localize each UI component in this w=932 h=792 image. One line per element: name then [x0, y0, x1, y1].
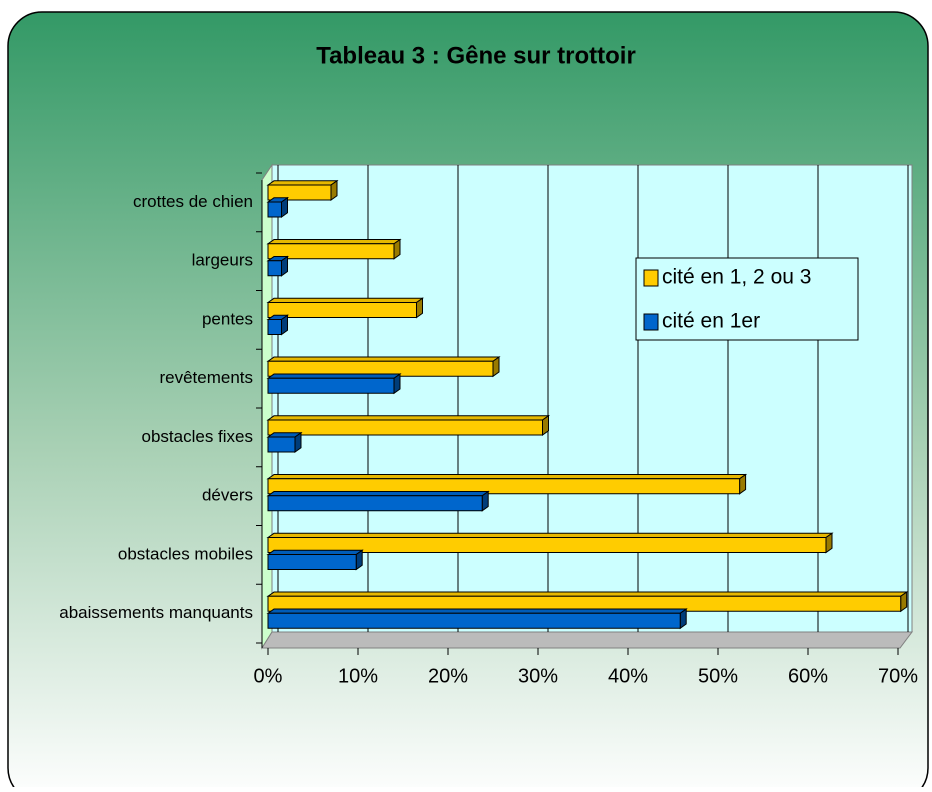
bar-top	[266, 532, 834, 538]
bar	[267, 201, 282, 218]
y-tick-label: crottes de chien	[133, 192, 253, 211]
x-tick-label: 10%	[338, 665, 378, 687]
bar-top	[266, 608, 688, 614]
legend-label: cité en 1, 2 ou 3	[662, 266, 811, 289]
bar-top	[266, 415, 551, 421]
bar	[267, 419, 543, 436]
bar-top	[266, 549, 364, 555]
chart-title: Tableau 3 : Gêne sur trottoir	[316, 42, 636, 69]
bar-top	[266, 297, 425, 303]
x-tick-label: 70%	[878, 665, 918, 687]
legend-label: cité en 1er	[662, 310, 760, 333]
y-tick-label: pentes	[202, 309, 253, 328]
legend	[635, 257, 859, 341]
y-tick-label: obstacles mobiles	[118, 544, 253, 563]
x-tick-label: 60%	[788, 665, 828, 687]
y-tick-label: abaissements manquants	[59, 603, 253, 622]
bar	[267, 478, 741, 495]
bar	[267, 319, 282, 335]
bar-top	[266, 356, 501, 362]
bar	[267, 260, 282, 277]
bar	[267, 436, 296, 453]
bar	[267, 243, 395, 260]
y-tick-label: largeurs	[192, 251, 253, 270]
x-tick-label: 40%	[608, 665, 648, 687]
bar-top	[266, 491, 490, 497]
bar	[267, 302, 417, 318]
side-wall	[261, 163, 273, 650]
bar	[267, 495, 483, 512]
bar	[267, 377, 395, 394]
bar-top	[266, 474, 748, 480]
floor	[261, 631, 913, 649]
y-tick-label: revêtements	[159, 368, 253, 387]
x-tick-label: 50%	[698, 665, 738, 687]
x-tick-label: 20%	[428, 665, 468, 687]
bar-top	[266, 591, 909, 597]
bar-top	[266, 373, 402, 379]
bar-top	[266, 239, 402, 245]
x-tick-label: 30%	[518, 665, 558, 687]
y-tick-label: dévers	[202, 486, 253, 505]
bar	[267, 537, 827, 553]
x-tick-label: 0%	[254, 665, 283, 687]
bar-top	[266, 180, 339, 186]
legend-swatch	[643, 313, 659, 331]
bar	[267, 184, 332, 201]
bar	[267, 554, 357, 570]
legend-swatch	[643, 269, 659, 287]
bar	[267, 612, 681, 629]
y-tick-label: obstacles fixes	[142, 427, 254, 446]
